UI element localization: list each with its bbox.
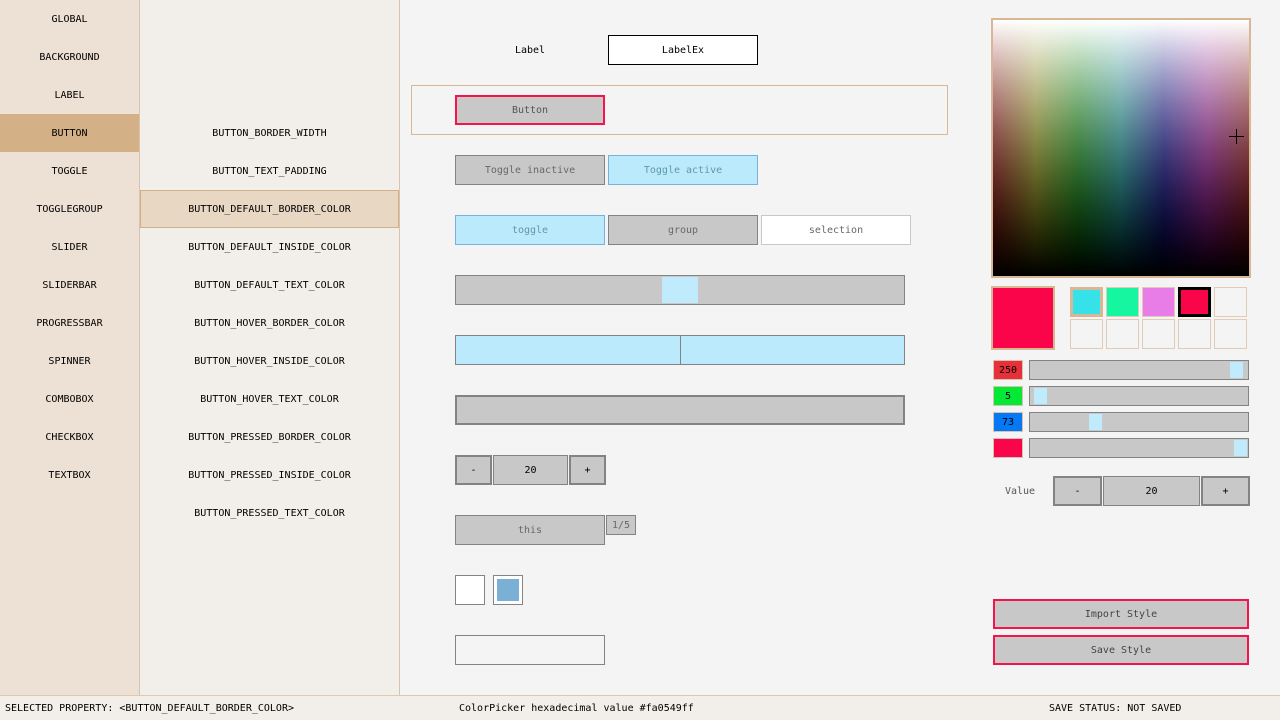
selected-color-preview [991,286,1055,350]
sidebar-item-togglegroup[interactable]: TOGGLEGROUP [36,203,103,215]
togglegroup-toggle[interactable]: toggle [455,215,605,245]
spinner-value[interactable]: 20 [493,455,568,485]
slider[interactable] [455,275,905,305]
property-item[interactable]: BUTTON_HOVER_INSIDE_COLOR [194,355,345,367]
button-preview-panel [411,85,948,135]
spinner-plus-button[interactable]: + [569,455,606,485]
value-field[interactable]: 20 [1103,476,1200,506]
sidebar-item-background[interactable]: BACKGROUND [39,51,100,63]
color-swatch[interactable] [1178,287,1211,317]
property-list: BUTTON_BORDER_WIDTH BUTTON_TEXT_PADDING BU… [140,0,400,695]
property-item[interactable]: BUTTON_HOVER_TEXT_COLOR [200,393,339,405]
color-swatch[interactable] [1106,287,1139,317]
sidebar-item-progressbar[interactable]: PROGRESSBAR [36,317,103,329]
check-mark [497,579,519,601]
value-minus-button[interactable]: - [1053,476,1102,506]
green-value[interactable]: 5 [993,386,1023,406]
color-swatch[interactable] [1178,319,1211,349]
status-bar: SELECTED PROPERTY: <BUTTON_DEFAULT_BORDE… [0,695,1280,720]
crosshair-icon-v [1236,129,1237,144]
sidebar-item-checkbox[interactable]: CHECKBOX [45,431,94,443]
property-item[interactable]: BUTTON_DEFAULT_TEXT_COLOR [194,279,345,291]
color-swatch[interactable] [1070,287,1103,317]
togglegroup-selection[interactable]: selection [761,215,911,245]
property-item[interactable]: BUTTON_PRESSED_INSIDE_COLOR [188,469,351,481]
color-swatch[interactable] [1142,287,1175,317]
blue-value[interactable]: 73 [993,412,1023,432]
value-plus-button[interactable]: + [1201,476,1250,506]
spinner-minus-button[interactable]: - [455,455,492,485]
red-thumb[interactable] [1230,362,1243,378]
sidebar-item-label[interactable]: LABEL [54,89,85,101]
toggle-active[interactable]: Toggle active [608,155,758,185]
textbox[interactable] [455,635,605,665]
preview-button[interactable]: Button [455,95,605,125]
progressbar [455,395,905,425]
sidebar-item-button[interactable]: BUTTON [0,114,139,152]
slider-thumb[interactable] [662,277,698,303]
checkbox-unchecked[interactable] [455,575,485,605]
checkbox-checked[interactable] [493,575,523,605]
property-item[interactable]: BUTTON_TEXT_PADDING [212,165,327,177]
status-save: SAVE STATUS: NOT SAVED [1049,703,1182,714]
property-item[interactable]: BUTTON_PRESSED_TEXT_COLOR [194,507,345,519]
red-value[interactable]: 250 [993,360,1023,380]
property-item[interactable]: BUTTON_BORDER_WIDTH [212,127,327,139]
red-slider[interactable] [1029,360,1249,380]
green-thumb[interactable] [1034,388,1047,404]
labelex-preview: LabelEx [608,35,758,65]
property-item[interactable]: BUTTON_PRESSED_BORDER_COLOR [188,431,351,443]
sidebar-item-slider[interactable]: SLIDER [51,241,88,253]
label-preview: Label [514,44,546,56]
sidebar-item-global[interactable]: GLOBAL [51,13,88,25]
sidebar-item-sliderbar[interactable]: SLIDERBAR [42,279,97,291]
color-swatch[interactable] [1214,319,1247,349]
sidebar-item-textbox[interactable]: TEXTBOX [48,469,91,481]
color-swatch[interactable] [1106,319,1139,349]
alpha-slider[interactable] [1029,438,1249,458]
alpha-thumb[interactable] [1234,440,1247,456]
color-swatch[interactable] [1142,319,1175,349]
control-list: GLOBAL BACKGROUND LABEL BUTTON TOGGLE TOGGLEG… [0,0,140,695]
property-item[interactable]: BUTTON_DEFAULT_BORDER_COLOR [140,190,399,228]
status-selected-property: SELECTED PROPERTY: <BUTTON_DEFAULT_BORDE… [5,703,294,714]
alpha-color [993,438,1023,458]
toggle-inactive[interactable]: Toggle inactive [455,155,605,185]
green-slider[interactable] [1029,386,1249,406]
togglegroup-group[interactable]: group [608,215,758,245]
sliderbar-marker [680,336,681,364]
save-style-button[interactable]: Save Style [993,635,1249,665]
sidebar-item-spinner[interactable]: SPINNER [48,355,91,367]
import-style-button[interactable]: Import Style [993,599,1249,629]
color-swatch[interactable] [1214,287,1247,317]
sidebar-item-toggle[interactable]: TOGGLE [51,165,88,177]
blue-slider[interactable] [1029,412,1249,432]
property-item[interactable]: BUTTON_DEFAULT_INSIDE_COLOR [188,241,351,253]
blue-thumb[interactable] [1089,414,1102,430]
value-label: Value [1004,485,1036,497]
sliderbar[interactable] [455,335,905,365]
sidebar-item-combobox[interactable]: COMBOBOX [45,393,94,405]
status-hex-value: ColorPicker hexadecimal value #fa0549ff [459,703,694,714]
property-item[interactable]: BUTTON_HOVER_BORDER_COLOR [194,317,345,329]
color-picker[interactable] [991,18,1251,278]
combobox[interactable]: this [455,515,605,545]
color-swatch[interactable] [1070,319,1103,349]
combobox-count[interactable]: 1/5 [606,515,636,535]
